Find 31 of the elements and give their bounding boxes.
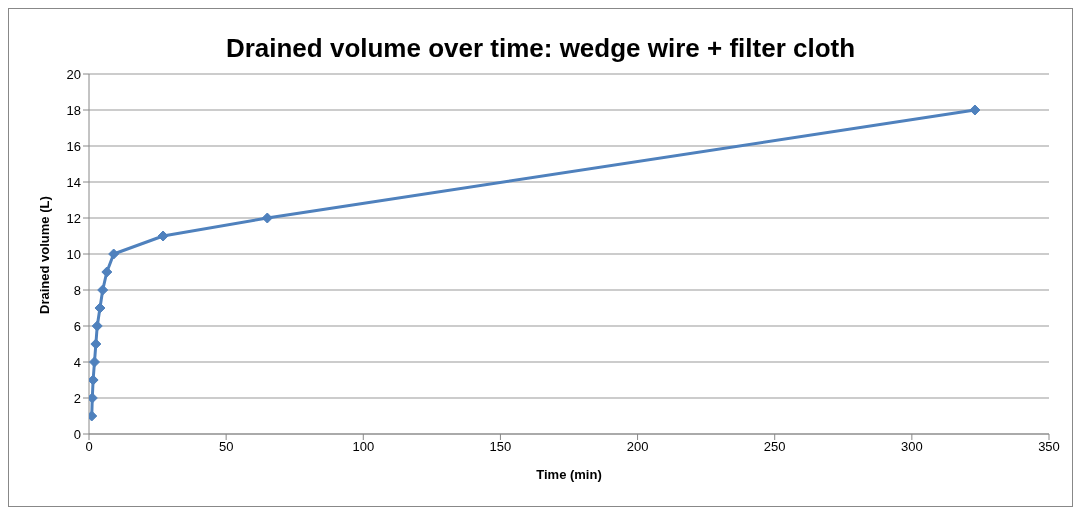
y-tick-label: 10 xyxy=(66,246,81,262)
x-tick-label: 150 xyxy=(489,439,512,455)
x-tick-label: 350 xyxy=(1038,439,1060,455)
y-tick-label: 4 xyxy=(73,354,81,370)
y-tick-label: 12 xyxy=(66,210,81,226)
y-tick-label: 0 xyxy=(73,426,81,442)
y-tick-label: 18 xyxy=(66,102,81,118)
x-tick-label: 100 xyxy=(352,439,375,455)
y-tick-label: 8 xyxy=(73,282,81,298)
x-tick-label: 50 xyxy=(218,439,234,455)
point xyxy=(97,284,109,296)
x-tick-label: 200 xyxy=(626,439,649,455)
point xyxy=(91,320,103,332)
point xyxy=(89,356,100,368)
y-tick-label: 14 xyxy=(66,174,81,190)
point xyxy=(157,230,169,242)
y-tick-label: 2 xyxy=(73,390,81,406)
point xyxy=(101,266,113,278)
y-axis-title: Drained volume (L) xyxy=(36,196,52,314)
chart-title: Drained volume over time: wedge wire + filter cloth xyxy=(224,33,857,64)
point xyxy=(94,302,106,314)
y-tick-label: 6 xyxy=(73,318,81,334)
y-tick-label: 16 xyxy=(66,138,81,154)
x-tick-label: 250 xyxy=(763,439,786,455)
point xyxy=(261,212,273,224)
x-axis-title: Time (min) xyxy=(536,467,602,482)
y-tick-label: 20 xyxy=(66,66,81,82)
point xyxy=(969,104,981,116)
x-tick-label: 300 xyxy=(901,439,923,455)
x-tick-label: 0 xyxy=(85,439,93,455)
point xyxy=(108,248,120,260)
